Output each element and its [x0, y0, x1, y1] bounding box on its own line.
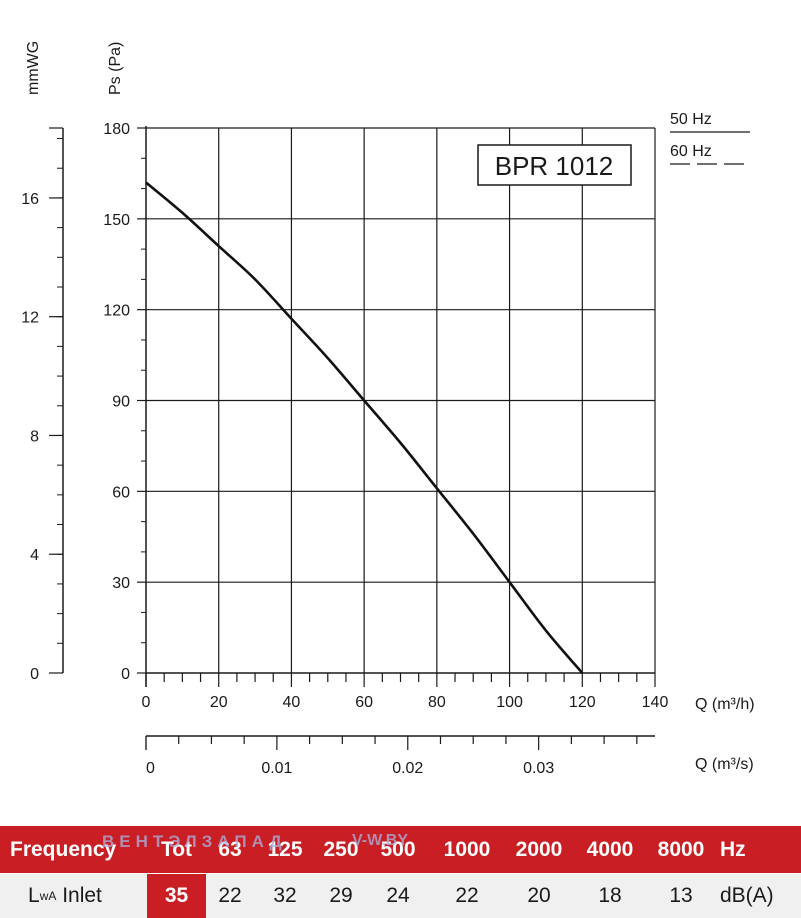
y-tick-label: 120 — [103, 303, 130, 320]
chart-axes — [62, 126, 655, 737]
data-cell-1000: 22 — [455, 884, 479, 907]
lwa-label-main: L — [28, 884, 40, 907]
y-tick-label: 150 — [103, 212, 130, 229]
chart-ticks: 0 20 40 60 80 100 120 140 0 30 60 90 120 150 180 0 4 8 12 1… — [21, 121, 668, 777]
m3s-tick-label: 0.03 — [523, 760, 554, 777]
data-cell-63: 22 — [218, 884, 242, 907]
y-tick-label: 60 — [112, 484, 130, 501]
data-cell-250: 29 — [329, 884, 353, 907]
header-cell-250: 250 — [323, 837, 359, 861]
data-cell-unit: dB(A) — [720, 884, 774, 907]
header-cell-500: 500 — [380, 837, 416, 861]
data-cell-tot: 35 — [147, 874, 206, 918]
x-tick-label: 0 — [142, 694, 151, 711]
y-tick-label: 30 — [112, 575, 130, 592]
m3s-tick-label: 0 — [146, 760, 155, 777]
y-tick-label: 0 — [121, 666, 130, 683]
x-tick-label: 120 — [569, 694, 596, 711]
y-axis-label-pa: Ps (Pa) — [107, 42, 124, 95]
mmwg-tick-label: 12 — [21, 310, 39, 327]
frequency-label: Frequency — [10, 837, 117, 861]
y-axis-label-mmwg: mmWG — [25, 41, 42, 95]
data-cell-8000: 13 — [669, 884, 693, 907]
curve-50hz — [145, 181, 584, 674]
header-cell-63: 63 — [218, 837, 242, 861]
x-tick-label: 100 — [496, 694, 523, 711]
model-label: BPR 1012 — [495, 151, 614, 181]
mmwg-tick-label: 8 — [30, 428, 39, 445]
header-cell-8000: 8000 — [657, 837, 705, 861]
chart-grid — [146, 127, 656, 673]
x-tick-label: 60 — [355, 694, 373, 711]
header-cell-125: 125 — [267, 837, 303, 861]
data-cell-125: 32 — [273, 884, 297, 907]
header-cell-4000: 4000 — [586, 837, 634, 861]
y-tick-label: 90 — [112, 394, 130, 411]
header-cell-tot: Tot — [160, 837, 193, 861]
mmwg-tick-label: 4 — [30, 547, 39, 564]
y-tick-label: 180 — [103, 121, 130, 138]
x-tick-label: 20 — [210, 694, 228, 711]
legend-label-60hz: 60 Hz — [670, 143, 712, 160]
x-tick-label: 40 — [283, 694, 301, 711]
x-axis-label-m3h: Q (m³/h) — [695, 696, 755, 713]
noise-table-header-row: Frequency Tot 63 125 250 500 1000 2000 4… — [0, 826, 801, 873]
fan-curve-chart: 0 20 40 60 80 100 120 140 0 30 60 90 120 150 180 0 4 8 12 1… — [21, 41, 755, 777]
x-axis-label-m3s: Q (m³/s) — [695, 756, 754, 773]
mmwg-tick-label: 0 — [30, 666, 39, 683]
x-tick-label: 80 — [428, 694, 446, 711]
chart-curves — [145, 181, 584, 674]
legend-label-50hz: 50 Hz — [670, 111, 712, 128]
header-cell-unit: Hz — [720, 837, 746, 861]
header-cell-1000: 1000 — [443, 837, 491, 861]
mmwg-tick-label: 16 — [21, 191, 39, 208]
x-tick-label: 140 — [642, 694, 669, 711]
noise-table: Frequency Tot 63 125 250 500 1000 2000 4… — [0, 826, 801, 918]
m3s-tick-label: 0.01 — [261, 760, 292, 777]
lwa-label-suffix: Inlet — [56, 884, 102, 907]
model-label-box — [477, 144, 632, 186]
m3s-tick-label: 0.02 — [392, 760, 423, 777]
data-cell-4000: 18 — [598, 884, 622, 907]
data-cell-500: 24 — [386, 884, 410, 907]
data-cell-2000: 20 — [527, 884, 551, 907]
header-cell-2000: 2000 — [515, 837, 563, 861]
lwa-label-sub: wA — [39, 889, 57, 903]
